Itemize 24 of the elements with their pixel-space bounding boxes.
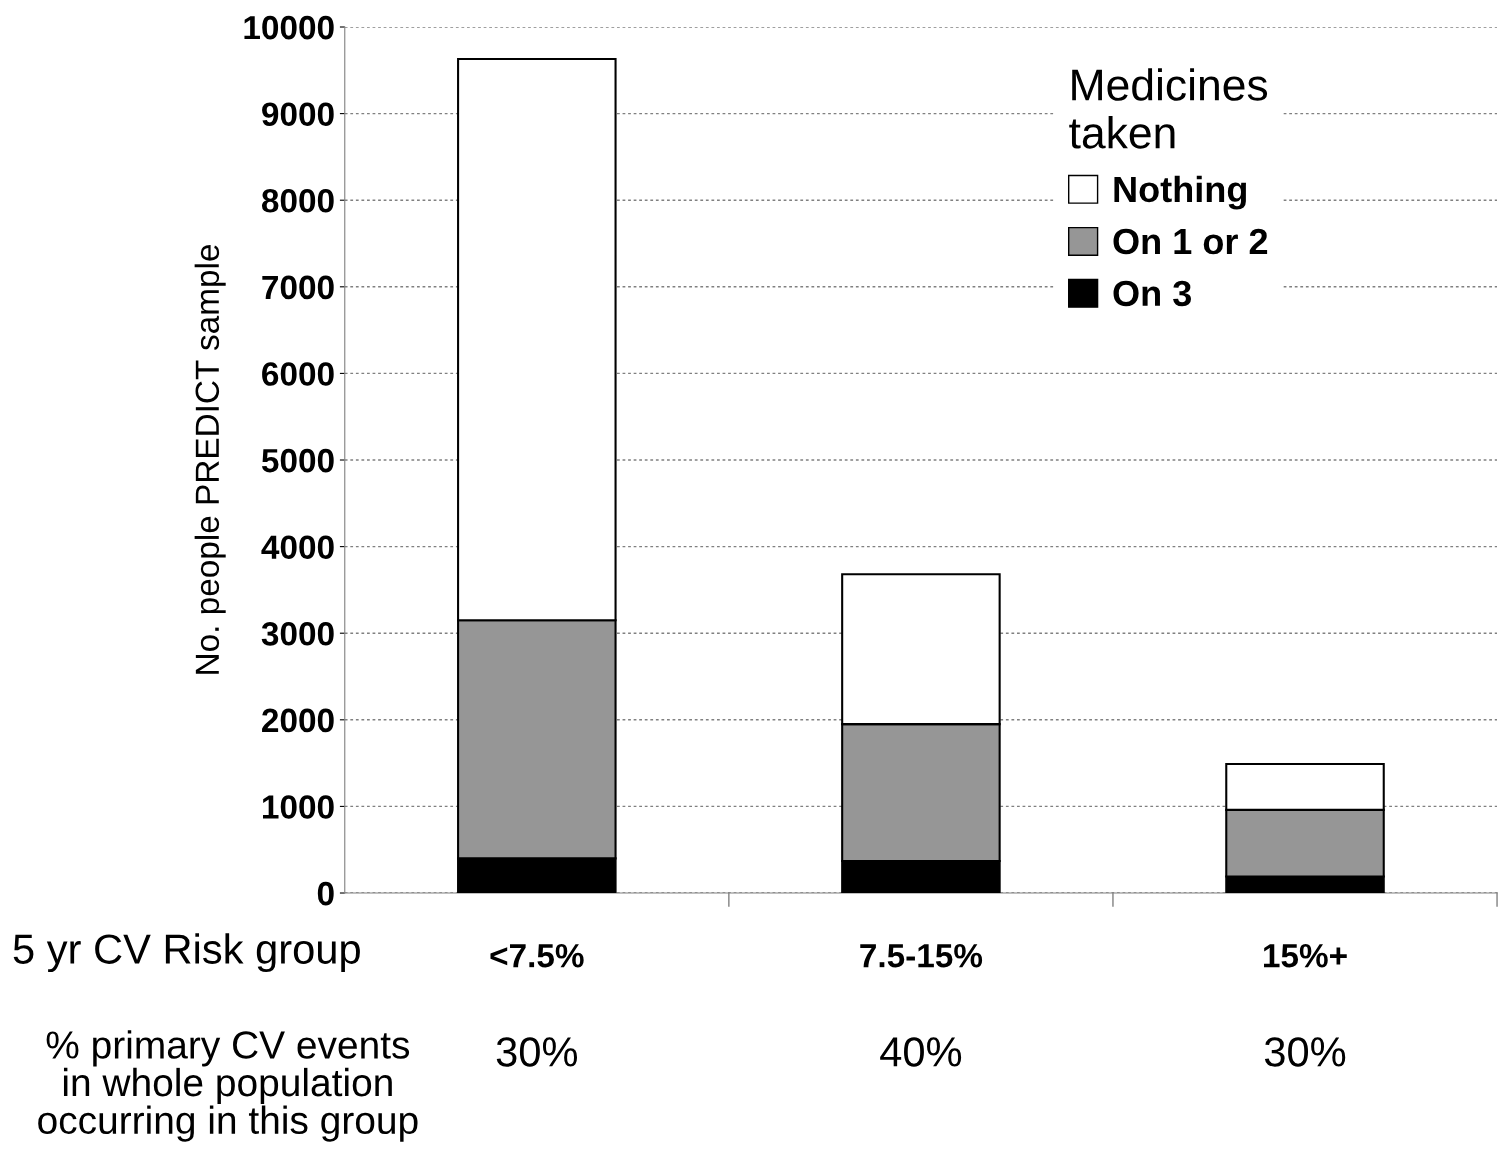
y-tick-label: 5000	[261, 448, 334, 473]
x-axis-title: 5 yr CV Risk group	[13, 933, 360, 973]
y-tick-label: 4000	[261, 535, 334, 560]
x-tick-label: 7.5-15%	[860, 943, 983, 968]
text: 30%	[496, 1037, 578, 1067]
y-tick-label: 9000	[262, 102, 334, 127]
legend-title: Medicines taken	[1069, 68, 1268, 149]
y-tick-label: 8000	[261, 189, 334, 213]
x-tick-label: <7.5%	[490, 943, 584, 968]
text: % primary CV events in whole population occurring in this group	[38, 1030, 418, 1142]
y-tick-label: 7000	[262, 275, 334, 300]
y-tick-label: 0	[317, 881, 334, 906]
y-tick-label: 10000	[244, 15, 334, 40]
legend-label: On 3	[1113, 280, 1191, 307]
legend-label: Nothing	[1114, 175, 1246, 210]
y-tick-label: 6000	[262, 362, 334, 386]
y-tick-label: 3000	[261, 622, 334, 646]
x-tick-label: 15%+	[1264, 943, 1347, 968]
y-axis-title: No. people PREDICT sample	[194, 245, 226, 674]
y-tick-label: 2000	[262, 708, 334, 733]
text: 30%	[1264, 1037, 1346, 1067]
legend-label: On 1 or 2	[1113, 228, 1268, 255]
y-tick-label: 1000	[263, 795, 334, 819]
text: 40%	[880, 1037, 962, 1067]
